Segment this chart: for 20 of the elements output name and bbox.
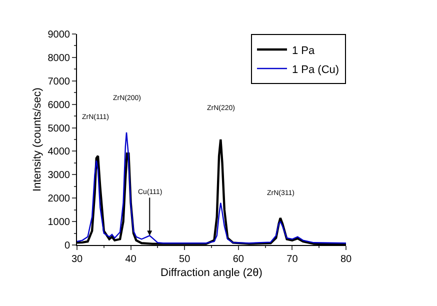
y-tick-label: 7000 <box>48 76 70 88</box>
x-tick-label: 80 <box>340 254 352 265</box>
x-tick-label: 50 <box>179 254 191 265</box>
y-tick-label: 4000 <box>48 146 70 158</box>
y-tick-label: 9000 <box>48 30 70 40</box>
y-tick-label: 2000 <box>48 194 70 205</box>
x-tick-label: 40 <box>125 254 137 265</box>
x-tick-label: 30 <box>71 254 83 265</box>
y-tick-label: 1000 <box>48 217 70 228</box>
y-tick-label: 3000 <box>48 170 70 182</box>
y-tick-label: 0 <box>64 240 70 252</box>
y-axis-title: Intensity (counts/sec) <box>31 88 44 192</box>
x-tick-label: 60 <box>232 254 244 265</box>
legend-label: 1 Pa (Cu) <box>292 64 340 76</box>
x-axis-title: Diffraction angle (2θ) <box>160 267 262 280</box>
y-tick-label: 6000 <box>48 100 70 111</box>
legend-label: 1 Pa <box>292 44 316 57</box>
y-tick-label: 5000 <box>48 123 70 134</box>
x-tick-label: 70 <box>286 254 298 265</box>
y-tick-label: 8000 <box>48 52 70 64</box>
